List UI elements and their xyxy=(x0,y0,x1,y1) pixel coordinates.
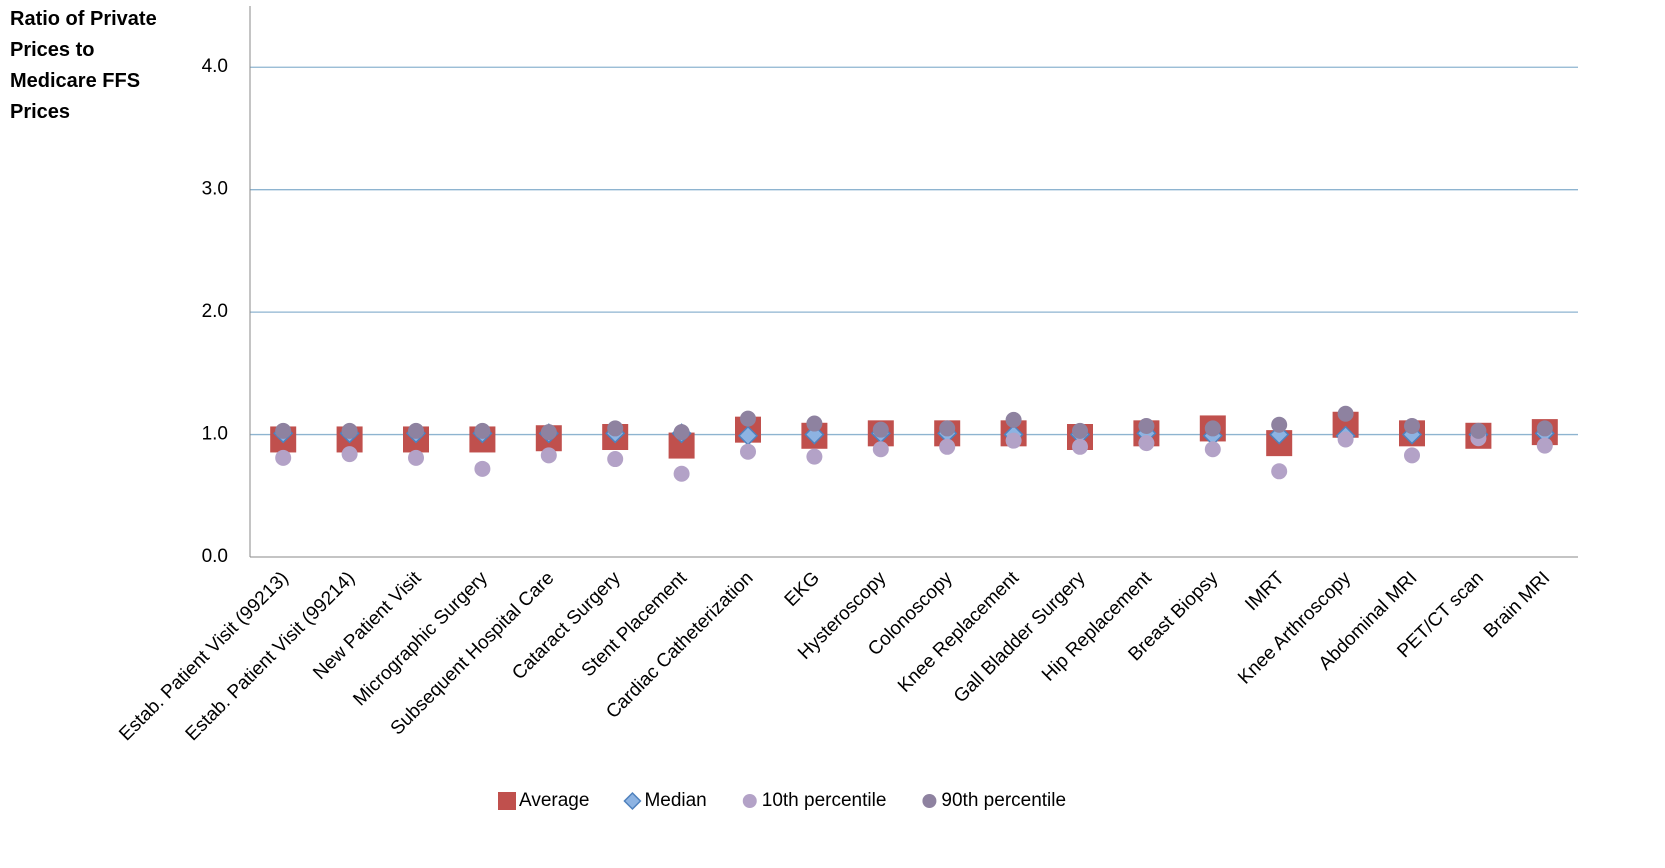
point xyxy=(341,446,358,463)
point xyxy=(1072,422,1088,439)
point xyxy=(1536,437,1553,454)
point xyxy=(607,451,624,468)
x-tick-label: Knee Replacement xyxy=(894,567,1024,697)
y-tick-label: 1.0 xyxy=(202,424,228,445)
point xyxy=(939,420,956,437)
point xyxy=(806,415,823,432)
point xyxy=(740,410,756,427)
point xyxy=(872,421,889,438)
point xyxy=(341,422,358,439)
point xyxy=(408,449,424,466)
point xyxy=(1404,447,1420,464)
legend-label: Median xyxy=(644,790,706,811)
point xyxy=(408,422,424,439)
legend-marker xyxy=(498,792,516,810)
point xyxy=(740,443,756,460)
point xyxy=(1138,417,1155,434)
y-tick-label: 3.0 xyxy=(202,179,228,200)
x-tick-label: Gall Bladder Surgery xyxy=(950,567,1090,707)
x-tick-label: Micrographic Surgery xyxy=(349,567,492,710)
legend-label: 10th percentile xyxy=(762,790,887,811)
legend-marker xyxy=(742,794,757,808)
legend-label: Average xyxy=(519,790,589,811)
point xyxy=(607,420,624,437)
point xyxy=(1536,420,1553,437)
point xyxy=(939,438,956,455)
point xyxy=(1337,431,1354,448)
point xyxy=(1204,441,1221,458)
point xyxy=(1404,417,1420,434)
point xyxy=(1138,435,1155,452)
point xyxy=(474,460,491,477)
point xyxy=(474,422,491,439)
x-tick-label: Brain MRI xyxy=(1480,568,1555,643)
y-tick-label: 0.0 xyxy=(202,546,228,567)
y-axis-label: Ratio of Private Prices to Medicare FFS … xyxy=(10,8,157,123)
point xyxy=(673,465,690,482)
x-tick-label: EKG xyxy=(781,568,824,611)
legend-label: 90th percentile xyxy=(941,790,1066,811)
point xyxy=(1271,416,1288,433)
point xyxy=(1337,405,1354,422)
point xyxy=(673,424,690,441)
x-tick-label: IMRT xyxy=(1241,567,1289,615)
point xyxy=(1072,438,1088,455)
point xyxy=(806,448,823,465)
x-tick-label: Knee Arthroscopy xyxy=(1234,567,1355,688)
y-tick-label: 2.0 xyxy=(202,301,228,322)
point xyxy=(1005,432,1022,449)
legend-marker xyxy=(922,794,937,808)
point xyxy=(1005,411,1022,428)
x-tick-label: Hip Replacement xyxy=(1038,567,1156,685)
point xyxy=(540,447,557,464)
point xyxy=(1470,422,1487,439)
point xyxy=(275,449,292,466)
point xyxy=(872,441,889,458)
point xyxy=(275,422,292,439)
point xyxy=(540,424,557,441)
legend-marker xyxy=(623,791,642,811)
point xyxy=(1204,420,1221,437)
point xyxy=(1271,463,1288,480)
y-tick-label: 4.0 xyxy=(202,56,228,77)
